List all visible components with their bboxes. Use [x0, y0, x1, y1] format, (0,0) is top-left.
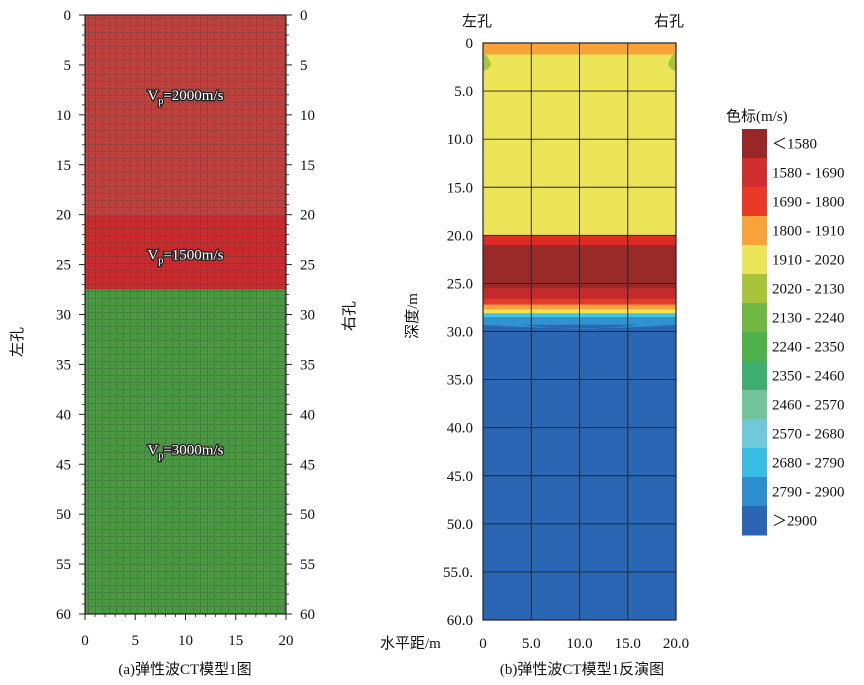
colorbar-swatch [742, 419, 767, 449]
colorbar-label: 1690 - 1800 [772, 195, 845, 211]
y-tick-label-left: 60 [56, 607, 71, 623]
y-tick-label-right: 5 [300, 58, 308, 74]
top-left-label: 左孔 [462, 13, 492, 30]
y-tick-label-right: 25 [300, 258, 315, 274]
y-tick-label: 25.0 [447, 276, 473, 292]
grid-cells [85, 15, 286, 614]
y-tick-label-right: 40 [300, 407, 315, 423]
colorbar-swatch [742, 274, 767, 304]
colorbar-label: 2240 - 2350 [772, 340, 845, 356]
y-tick-label-left: 45 [56, 457, 71, 473]
colorbar-swatch [742, 477, 767, 507]
y-tick-label: 30.0 [447, 325, 473, 341]
x-axis-label: 水平距/m [380, 635, 441, 652]
y-tick-label-left: 30 [56, 308, 71, 324]
x-tick-label: 20.0 [663, 636, 689, 652]
x-tick-label: 15.0 [615, 636, 641, 652]
colorbar-label: 2020 - 2130 [772, 282, 845, 298]
colorbar-swatch [742, 332, 767, 362]
colorbar-swatch [742, 506, 767, 536]
y-tick-label-left: 10 [56, 108, 71, 124]
x-tick-label: 5 [132, 633, 140, 649]
colorbar-swatch [742, 129, 767, 159]
y-tick-label-left: 5 [64, 58, 72, 74]
y-axis-label: 深度/m [404, 293, 421, 339]
y-tick-label-left: 55 [56, 557, 71, 573]
x-tick-label: 5.0 [522, 636, 541, 652]
y-tick-label: 60.0 [447, 613, 473, 629]
colorbar-swatch [742, 361, 767, 391]
y-tick-label-right: 0 [300, 8, 308, 24]
colorbar-label: 1910 - 2020 [772, 253, 845, 269]
y-tick-label-right: 10 [300, 108, 315, 124]
colorbar-label: ＜1580 [772, 137, 817, 153]
colorbar-label: 2790 - 2900 [772, 485, 845, 501]
colorbar-swatches: ＜1580 1580 - 1690 1690 - 1800 1800 - 1910 19… [742, 129, 845, 536]
y-tick-label-right: 35 [300, 357, 315, 373]
y-tick-label-right: 20 [300, 208, 315, 224]
y-tick-label: 0 [466, 36, 474, 52]
colorbar-label: 2350 - 2460 [772, 369, 845, 385]
y-tick-label-left: 0 [64, 8, 72, 24]
y-tick-label-right: 55 [300, 557, 315, 573]
y-tick-label: 45.0 [447, 469, 473, 485]
x-tick-label: 10.0 [566, 636, 592, 652]
colorbar-label: 1580 - 1690 [772, 166, 845, 182]
y-tick-label: 15.0 [447, 180, 473, 196]
y-tick-label-left: 20 [56, 208, 71, 224]
left-axis-label: 左孔 [9, 327, 26, 357]
x-tick-label: 15 [228, 633, 243, 649]
colorbar-swatch [742, 187, 767, 217]
y-tick-label-left: 50 [56, 507, 71, 523]
caption-b: (b)弹性波CT模型1反演图 [500, 661, 664, 678]
colorbar-swatch [742, 245, 767, 275]
colorbar-swatch [742, 448, 767, 478]
panel-b-inversion: 0 5.0 10.0 15.0 20.0 25.0 30.0 35.0 40.0 45.0 50.0… [380, 13, 689, 678]
x-tick-label: 10 [178, 633, 193, 649]
colorbar-label: ＞2900 [772, 514, 817, 530]
y-tick-label: 5.0 [454, 84, 473, 100]
x-tick-label: 0 [479, 636, 487, 652]
colorbar-label: 2570 - 2680 [772, 427, 845, 443]
colorbar-label: 1800 - 1910 [772, 224, 845, 240]
y-tick-label-right: 30 [300, 308, 315, 324]
y-tick-label-left: 35 [56, 357, 71, 373]
y-tick-label-right: 45 [300, 457, 315, 473]
y-tick-label: 10.0 [447, 132, 473, 148]
colorbar-title: 色标(m/s) [726, 108, 788, 125]
colorbar-swatch [742, 158, 767, 188]
right-axis-label: 右孔 [341, 301, 358, 331]
y-tick-label: 20.0 [447, 228, 473, 244]
colorbar-swatch [742, 216, 767, 246]
y-tick-label-left: 40 [56, 407, 71, 423]
colorbar-label: 2680 - 2790 [772, 456, 845, 472]
x-tick-label: 0 [81, 633, 89, 649]
top-right-label: 右孔 [654, 13, 684, 30]
y-tick-label-right: 60 [300, 607, 315, 623]
caption-a: (a)弹性波CT模型1图 [118, 661, 251, 678]
y-tick-label-left: 25 [56, 258, 71, 274]
colorbar-swatch [742, 303, 767, 333]
colorbar-swatch [742, 390, 767, 420]
x-tick-label: 20 [279, 633, 294, 649]
colorbar-legend: 色标(m/s) ＜1580 1580 - 1690 1690 - 1800 1800 … [726, 108, 845, 536]
y-tick-label-right: 15 [300, 158, 315, 174]
y-tick-label: 50.0 [447, 517, 473, 533]
y-tick-label: 35.0 [447, 373, 473, 389]
y-tick-label: 55.0. [443, 565, 473, 581]
y-tick-label: 40.0 [447, 421, 473, 437]
colorbar-label: 2130 - 2240 [772, 311, 845, 327]
y-tick-label-left: 15 [56, 158, 71, 174]
y-tick-label-right: 50 [300, 507, 315, 523]
colorbar-label: 2460 - 2570 [772, 398, 845, 414]
